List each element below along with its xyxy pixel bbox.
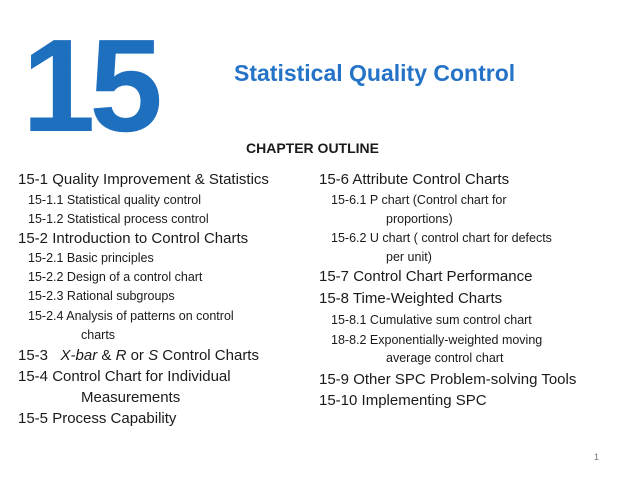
subsection-18-8-2: 18-8.2 Exponentially-weighted moving xyxy=(331,333,543,347)
section-15-3-or: or xyxy=(126,347,149,364)
section-15-10: 15-10 Implementing SPC xyxy=(319,392,487,409)
subsection-15-2-1: 15-2.1 Basic principles xyxy=(28,251,154,265)
subsection-15-1-2: 15-1.2 Statistical process control xyxy=(28,212,209,226)
subsection-15-2-4: 15-2.4 Analysis of patterns on control xyxy=(28,309,234,323)
subsection-15-6-2: 15-6.2 U chart ( control chart for defec… xyxy=(331,231,552,245)
subsection-15-2-4-continued: charts xyxy=(81,328,116,342)
section-15-4: 15-4 Control Chart for Individual xyxy=(18,368,231,385)
section-15-2: 15-2 Introduction to Control Charts xyxy=(18,230,249,247)
section-15-6: 15-6 Attribute Control Charts xyxy=(319,171,510,188)
subsection-15-2-2: 15-2.2 Design of a control chart xyxy=(28,270,203,284)
subsection-15-6-1: 15-6.1 P chart (Control chart for xyxy=(331,193,507,207)
subsection-15-1-1: 15-1.1 Statistical quality control xyxy=(28,193,202,207)
section-15-3: 15-3 X-bar & R or S Control Charts xyxy=(18,347,259,364)
section-15-3-s: S xyxy=(148,347,159,364)
page-number: 1 xyxy=(594,452,600,462)
chapter-number: 15 xyxy=(22,12,163,159)
outline-heading: CHAPTER OUTLINE xyxy=(246,140,379,156)
section-15-7: 15-7 Control Chart Performance xyxy=(319,268,533,285)
subsection-15-6-2-continued: per unit) xyxy=(386,250,432,264)
section-15-3-xbar: X-bar xyxy=(60,347,98,364)
subsection-15-8-1: 15-8.1 Cumulative sum control chart xyxy=(331,313,532,327)
subsection-18-8-2-continued: average control chart xyxy=(386,351,504,365)
section-15-3-suffix: Control Charts xyxy=(158,347,259,364)
section-15-3-amp: & xyxy=(97,347,116,364)
section-15-3-prefix: 15-3 xyxy=(18,347,61,364)
subsection-15-6-1-continued: proportions) xyxy=(386,212,453,226)
subsection-15-2-3: 15-2.3 Rational subgroups xyxy=(28,289,175,303)
section-15-1: 15-1 Quality Improvement & Statistics xyxy=(18,171,269,188)
section-15-5: 15-5 Process Capability xyxy=(18,410,177,427)
section-15-9: 15-9 Other SPC Problem-solving Tools xyxy=(319,371,577,388)
chapter-title: Statistical Quality Control xyxy=(234,60,516,86)
section-15-8: 15-8 Time-Weighted Charts xyxy=(319,290,503,307)
section-15-3-r: R xyxy=(115,347,127,364)
section-15-4-continued: Measurements xyxy=(81,389,181,406)
